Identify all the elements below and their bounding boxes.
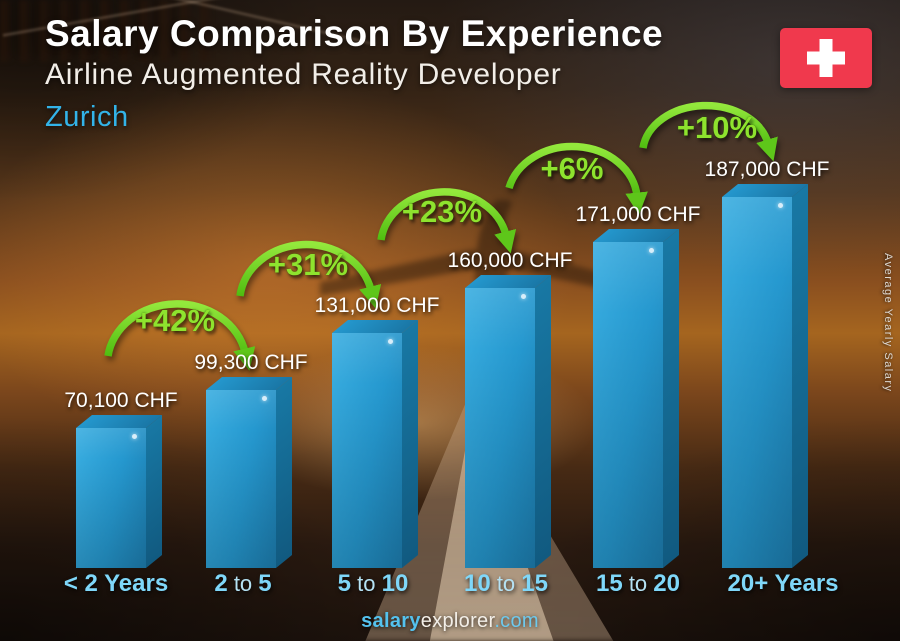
bar-highlight-dot — [649, 248, 654, 253]
category-text: 5 — [337, 570, 352, 597]
value-label: 187,000 CHF — [704, 158, 830, 181]
x-axis-category: 5 to 10 — [338, 570, 409, 598]
bar-front-shading — [593, 242, 663, 568]
bar-front-face — [722, 197, 792, 568]
bar-side-face — [663, 229, 679, 568]
category-text: 20 — [653, 570, 680, 597]
value-label: 171,000 CHF — [575, 203, 701, 226]
bar-side-face — [276, 377, 292, 568]
category-text: 10 — [381, 570, 409, 597]
bar-front-shading — [206, 390, 276, 568]
category-text: 2 — [214, 570, 228, 597]
bar-front-shading — [722, 197, 792, 568]
bar-side-face — [402, 320, 418, 568]
page-subtitle: Airline Augmented Reality Developer — [45, 58, 562, 92]
bar-front-face — [206, 390, 276, 568]
bar-highlight-dot — [521, 294, 526, 299]
bar-front-shading — [332, 333, 402, 568]
category-separator: to — [622, 571, 654, 596]
header: Salary Comparison By Experience Airline … — [45, 12, 663, 132]
brand-salary: salary — [361, 610, 421, 632]
bar-front-shading — [76, 428, 146, 568]
swiss-cross-icon — [780, 28, 872, 88]
bar-highlight-dot — [778, 203, 783, 208]
category-text: 15 — [596, 570, 623, 597]
bar-front-face — [593, 242, 663, 568]
page-title: Salary Comparison By Experience — [45, 13, 664, 54]
x-axis-category: 20+ Years — [727, 570, 838, 598]
skyline-silhouette-right — [0, 0, 212, 62]
category-separator: to — [490, 571, 522, 596]
category-text: 20+ Years — [727, 570, 839, 597]
bar-front-shading — [465, 288, 535, 568]
bar-side-face — [146, 415, 162, 568]
category-text: 5 — [258, 570, 272, 597]
pct-change-label: +10% — [676, 110, 758, 145]
bar-2 — [206, 377, 292, 568]
bar-side-face — [535, 275, 551, 568]
site-link[interactable]: salaryexplorer.com — [361, 610, 539, 632]
bar-5 — [593, 229, 679, 568]
x-axis-category: 10 to 15 — [464, 570, 548, 598]
category-separator: to — [351, 571, 382, 596]
value-label: 70,100 CHF — [64, 389, 178, 412]
pct-change-label: +31% — [267, 247, 349, 282]
pct-change-label: +23% — [401, 194, 483, 229]
bar-front-face — [465, 288, 535, 568]
footer: salaryexplorer.com — [0, 610, 900, 633]
x-axis-category: < 2 Years — [64, 570, 168, 598]
bar-1 — [76, 415, 162, 568]
category-text: 15 — [521, 570, 548, 597]
category-separator: to — [227, 571, 259, 596]
category-text: 10 — [464, 570, 491, 597]
pct-change-label: +6% — [540, 151, 604, 186]
bar-front-face — [332, 333, 402, 568]
value-label: 160,000 CHF — [447, 249, 573, 272]
bar-6 — [722, 184, 808, 568]
x-axis-category: 2 to 5 — [214, 570, 271, 598]
y-axis-label: Average Yearly Salary — [882, 253, 894, 393]
city-label: Zurich — [45, 101, 129, 134]
switzerland-flag — [780, 28, 872, 88]
bar-highlight-dot — [262, 396, 267, 401]
bar-highlight-dot — [132, 434, 137, 439]
bar-4 — [465, 275, 551, 568]
x-axis-category: 15 to 20 — [596, 570, 680, 598]
value-label: 131,000 CHF — [314, 294, 440, 317]
category-text: < 2 Years — [63, 570, 169, 597]
value-label: 99,300 CHF — [194, 351, 308, 374]
bar-3 — [332, 320, 418, 568]
bar-highlight-dot — [388, 339, 393, 344]
brand-dotcom: .com — [494, 610, 539, 632]
bar-front-face — [76, 428, 146, 568]
pct-change-label: +42% — [134, 303, 216, 338]
brand-explorer: explorer — [420, 610, 495, 632]
bar-side-face — [792, 184, 808, 568]
